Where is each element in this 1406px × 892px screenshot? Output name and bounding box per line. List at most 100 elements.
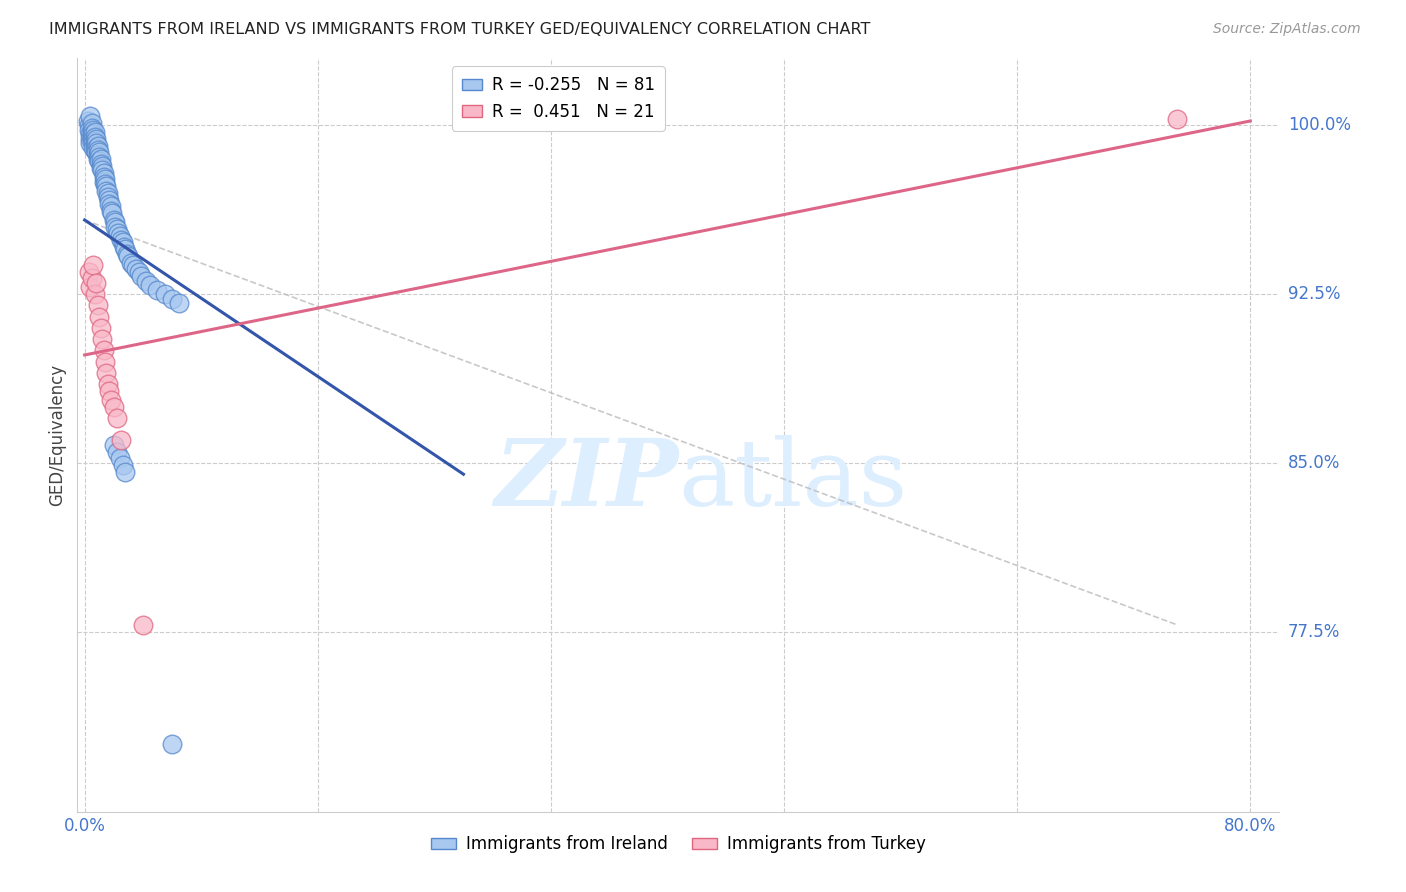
Point xyxy=(153,287,176,301)
Point xyxy=(84,276,107,290)
Point xyxy=(111,235,134,250)
Point xyxy=(82,132,104,146)
Point xyxy=(80,129,103,144)
Point xyxy=(98,384,121,398)
Point xyxy=(82,136,104,151)
Point xyxy=(146,283,169,297)
Point xyxy=(107,227,129,241)
Point xyxy=(84,132,107,146)
Point xyxy=(90,321,112,335)
Y-axis label: GED/Equivalency: GED/Equivalency xyxy=(48,364,66,506)
Point xyxy=(87,143,110,157)
Point xyxy=(83,138,105,153)
Text: IMMIGRANTS FROM IRELAND VS IMMIGRANTS FROM TURKEY GED/EQUIVALENCY CORRELATION CH: IMMIGRANTS FROM IRELAND VS IMMIGRANTS FR… xyxy=(49,22,870,37)
Point xyxy=(132,618,155,632)
Point xyxy=(83,129,105,144)
Point xyxy=(96,179,118,194)
Point xyxy=(97,186,120,200)
Point xyxy=(79,136,101,151)
Point xyxy=(160,292,183,306)
Point xyxy=(94,355,117,369)
Point xyxy=(97,377,120,392)
Point xyxy=(79,280,101,294)
Point xyxy=(80,271,103,285)
Point xyxy=(83,287,105,301)
Point xyxy=(103,213,125,227)
Point xyxy=(98,197,121,211)
Point xyxy=(91,159,114,173)
Point xyxy=(112,240,135,254)
Point xyxy=(83,125,105,139)
Text: ZIP: ZIP xyxy=(494,435,679,525)
Point xyxy=(89,145,111,160)
Point xyxy=(128,265,150,279)
Point xyxy=(77,119,100,133)
Point xyxy=(83,143,105,157)
Point xyxy=(80,116,103,130)
Point xyxy=(108,451,131,466)
Point xyxy=(100,392,122,407)
Point xyxy=(104,219,127,234)
Point xyxy=(160,737,183,751)
Point xyxy=(93,175,115,189)
Point xyxy=(101,206,124,220)
Point xyxy=(105,411,128,425)
Point xyxy=(87,147,110,161)
Point xyxy=(131,269,153,284)
Point xyxy=(89,310,111,324)
Point xyxy=(80,134,103,148)
Point xyxy=(82,258,104,272)
Point xyxy=(139,278,162,293)
Point xyxy=(97,190,120,204)
Point xyxy=(76,114,98,128)
Point xyxy=(121,258,143,272)
Point xyxy=(98,193,121,207)
Point xyxy=(89,154,111,169)
Point xyxy=(93,343,115,358)
Text: 77.5%: 77.5% xyxy=(1288,623,1340,640)
Text: 92.5%: 92.5% xyxy=(1288,285,1340,303)
Point xyxy=(90,157,112,171)
Point xyxy=(84,136,107,151)
Point xyxy=(82,128,104,142)
Point xyxy=(82,123,104,137)
Point xyxy=(79,110,101,124)
Point xyxy=(96,184,118,198)
Point xyxy=(90,161,112,176)
Point xyxy=(79,128,101,142)
Point xyxy=(87,298,110,312)
Point xyxy=(100,199,122,213)
Text: atlas: atlas xyxy=(679,435,908,525)
Point xyxy=(135,274,157,288)
Text: Source: ZipAtlas.com: Source: ZipAtlas.com xyxy=(1213,22,1361,37)
Point xyxy=(110,434,132,448)
Point xyxy=(90,153,112,167)
Point xyxy=(105,444,128,458)
Point xyxy=(108,228,131,243)
Point xyxy=(80,120,103,135)
Point xyxy=(79,132,101,146)
Point xyxy=(77,123,100,137)
Point xyxy=(84,141,107,155)
Point xyxy=(96,366,118,380)
Point xyxy=(114,242,136,256)
Point xyxy=(84,145,107,160)
Point xyxy=(103,400,125,414)
Point xyxy=(120,256,142,270)
Point xyxy=(89,150,111,164)
Legend: Immigrants from Ireland, Immigrants from Turkey: Immigrants from Ireland, Immigrants from… xyxy=(423,829,934,860)
Point xyxy=(1166,112,1188,126)
Point xyxy=(80,125,103,139)
Point xyxy=(103,438,125,452)
Point xyxy=(104,215,127,229)
Point xyxy=(110,233,132,247)
Point xyxy=(93,170,115,185)
Text: 100.0%: 100.0% xyxy=(1288,117,1351,135)
Point xyxy=(87,153,110,167)
Text: 85.0%: 85.0% xyxy=(1288,454,1340,472)
Point xyxy=(91,332,114,346)
Point xyxy=(105,222,128,236)
Point xyxy=(93,166,115,180)
Point xyxy=(114,465,136,479)
Point xyxy=(87,138,110,153)
